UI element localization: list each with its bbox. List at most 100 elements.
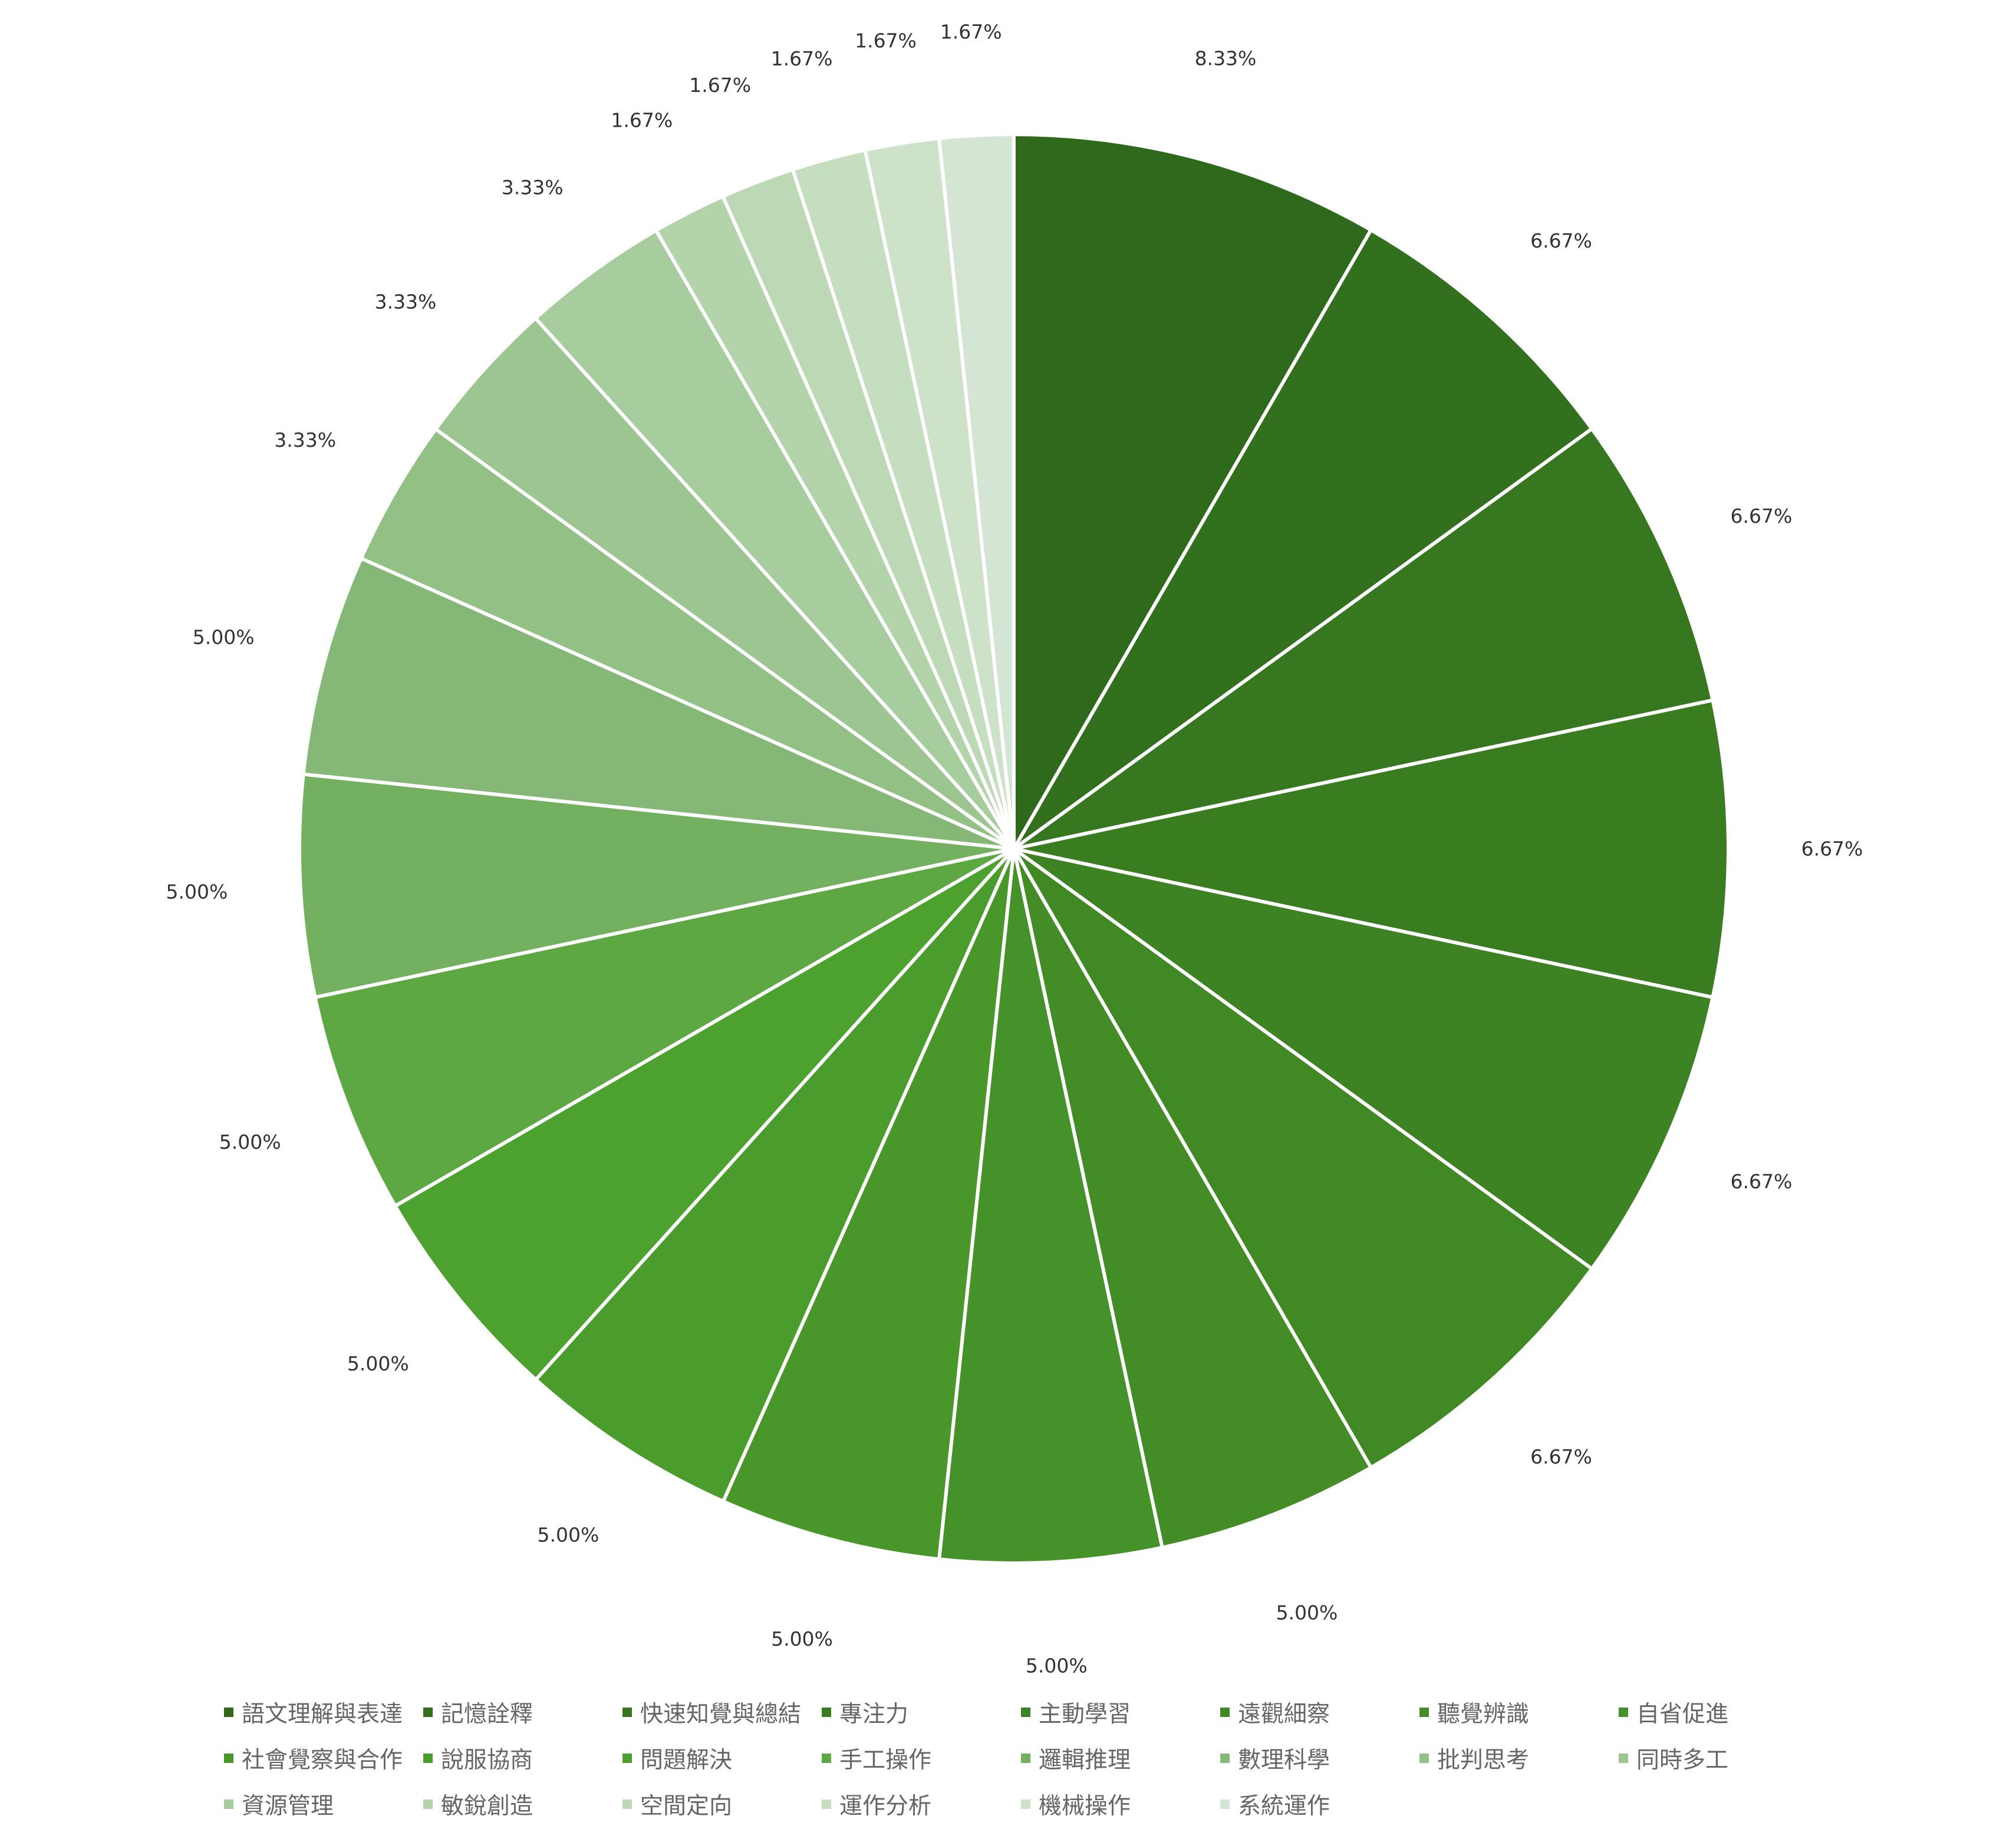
pie-data-label-10: 5.00%	[347, 1352, 409, 1375]
legend-item-13[interactable]: 數理科學	[1220, 1744, 1419, 1774]
pie-slice-10[interactable]	[393, 847, 1016, 1382]
pie-slice-9[interactable]	[533, 847, 1016, 1504]
legend-item-15[interactable]: 同時多工	[1619, 1744, 1818, 1774]
legend-item-3[interactable]: 專注力	[822, 1698, 1021, 1728]
legend-label: 自省促進	[1636, 1701, 1729, 1728]
pie-data-label-19: 1.67%	[771, 47, 833, 70]
legend-label: 記憶詮釋	[441, 1701, 533, 1728]
pie-slice-5[interactable]	[1012, 847, 1594, 1469]
legend-label: 運作分析	[839, 1793, 932, 1820]
pie-slice-8[interactable]	[721, 847, 1016, 1561]
legend-item-6[interactable]: 聽覺辨識	[1419, 1698, 1619, 1728]
legend-label: 手工操作	[839, 1747, 932, 1774]
pie-slice-1[interactable]	[1012, 228, 1594, 851]
pie-data-label-18: 1.67%	[689, 74, 751, 97]
legend-item-7[interactable]: 自省促進	[1619, 1698, 1818, 1728]
legend-item-16[interactable]: 資源管理	[224, 1789, 423, 1820]
legend-swatch	[1419, 1754, 1429, 1763]
pie-data-label-8: 5.00%	[771, 1627, 833, 1650]
pie-slice-13[interactable]	[301, 556, 1016, 851]
legend-swatch	[224, 1800, 233, 1809]
pie-data-label-20: 1.67%	[855, 29, 917, 52]
legend-label: 社會覺察與合作	[242, 1747, 403, 1774]
legend-item-19[interactable]: 運作分析	[822, 1789, 1021, 1820]
legend-label: 語文理解與表達	[242, 1701, 403, 1728]
pie-slice-3[interactable]	[1012, 698, 1731, 1000]
legend-swatch	[1619, 1754, 1628, 1763]
legend-item-20[interactable]: 機械操作	[1021, 1789, 1220, 1820]
legend-swatch	[423, 1754, 433, 1763]
pie-slice-14[interactable]	[359, 427, 1016, 851]
pie-data-label-1: 6.67%	[1530, 229, 1592, 252]
legend-item-1[interactable]: 記憶詮釋	[423, 1698, 622, 1728]
legend-swatch	[1220, 1708, 1230, 1717]
pie-slice-21[interactable]	[937, 133, 1016, 851]
legend-swatch	[423, 1708, 433, 1717]
legend-item-8[interactable]: 社會覺察與合作	[224, 1744, 423, 1774]
legend-item-12[interactable]: 邏輯推理	[1021, 1744, 1220, 1774]
legend-swatch	[622, 1708, 632, 1717]
legend-swatch	[622, 1754, 632, 1763]
legend-label: 說服協商	[441, 1747, 533, 1774]
pie-slice-0[interactable]	[1012, 133, 1373, 851]
legend-label: 資源管理	[242, 1793, 334, 1820]
pie-data-label-2: 6.67%	[1730, 505, 1792, 528]
legend-item-0[interactable]: 語文理解與表達	[224, 1698, 423, 1728]
pie-slice-4[interactable]	[1012, 847, 1715, 1271]
legend-swatch	[224, 1754, 233, 1763]
legend-item-10[interactable]: 問題解決	[622, 1744, 822, 1774]
pie-slice-2[interactable]	[1012, 427, 1715, 851]
legend-item-17[interactable]: 敏銳創造	[423, 1789, 622, 1820]
legend-label: 快速知覺與總結	[640, 1701, 802, 1728]
legend-label: 數理科學	[1238, 1747, 1330, 1774]
pie-slice-15[interactable]	[434, 316, 1016, 851]
legend-label: 主動學習	[1039, 1701, 1131, 1728]
legend-item-11[interactable]: 手工操作	[822, 1744, 1021, 1774]
pie-data-label-14: 3.33%	[274, 429, 336, 451]
legend-item-2[interactable]: 快速知覺與總結	[622, 1698, 822, 1728]
pie-data-label-7: 5.00%	[1026, 1655, 1088, 1677]
legend-item-21[interactable]: 系統運作	[1220, 1789, 1419, 1820]
legend-swatch	[622, 1800, 632, 1809]
legend-swatch	[1021, 1800, 1030, 1809]
pie-data-label-11: 5.00%	[219, 1131, 281, 1154]
pie-data-label-13: 5.00%	[193, 626, 255, 649]
pie-slice-7[interactable]	[937, 847, 1164, 1565]
legend-label: 遠觀細察	[1238, 1701, 1330, 1728]
pie-data-label-15: 3.33%	[375, 290, 437, 313]
pie-data-label-21: 1.67%	[940, 20, 1002, 43]
legend-item-14[interactable]: 批判思考	[1419, 1744, 1619, 1774]
legend-label: 同時多工	[1636, 1747, 1729, 1774]
pie-data-label-12: 5.00%	[166, 880, 228, 903]
pie-data-label-6: 5.00%	[1276, 1601, 1338, 1624]
legend-swatch	[1021, 1708, 1030, 1717]
legend-item-4[interactable]: 主動學習	[1021, 1698, 1220, 1728]
pie-slice-11[interactable]	[313, 847, 1016, 1208]
chart-legend: 語文理解與表達 記憶詮釋 快速知覺與總結 專注力 主動學習 遠觀細察 聽覺辨識 自省促進社會覺…	[224, 1698, 1818, 1820]
legend-label: 系統運作	[1238, 1793, 1330, 1820]
pie-slices	[298, 133, 1731, 1565]
legend-label: 邏輯推理	[1039, 1747, 1131, 1774]
pie-data-label-9: 5.00%	[537, 1524, 599, 1547]
legend-label: 機械操作	[1039, 1793, 1131, 1820]
legend-label: 批判思考	[1437, 1747, 1530, 1774]
legend-item-5[interactable]: 遠觀細察	[1220, 1698, 1419, 1728]
legend-swatch	[822, 1708, 831, 1717]
pie-data-label-0: 8.33%	[1195, 47, 1257, 70]
pie-data-label-17: 1.67%	[611, 108, 673, 131]
pie-slice-16[interactable]	[533, 228, 1016, 851]
pie-data-label-4: 6.67%	[1730, 1170, 1792, 1193]
pie-slice-12[interactable]	[298, 772, 1016, 1000]
legend-swatch	[1021, 1754, 1030, 1763]
legend-item-18[interactable]: 空間定向	[622, 1789, 822, 1820]
legend-swatch	[224, 1708, 233, 1717]
pie-data-label-5: 6.67%	[1530, 1445, 1592, 1468]
legend-swatch	[822, 1800, 831, 1809]
legend-item-9[interactable]: 說服協商	[423, 1744, 622, 1774]
legend-swatch	[1220, 1800, 1230, 1809]
legend-label: 專注力	[839, 1701, 909, 1728]
legend-label: 問題解決	[640, 1747, 733, 1774]
legend-label: 空間定向	[640, 1793, 733, 1820]
pie-slice-6[interactable]	[1012, 847, 1373, 1550]
